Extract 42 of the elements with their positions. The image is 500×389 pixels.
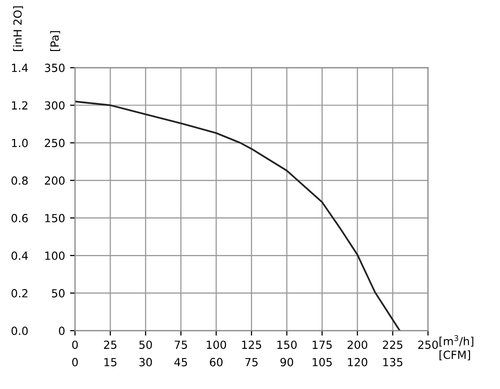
- x-axis-title: [m$^{3}$/h]: [440, 335, 474, 347]
- x2-tick-label: 30: [139, 358, 152, 366]
- x2-tick-label: 45: [174, 358, 187, 366]
- y-tick-label: 300: [44, 101, 65, 110]
- x-tick-label: 0: [72, 340, 78, 349]
- y-tick-label: 100: [45, 251, 65, 260]
- x2-tick-label: 15: [104, 358, 116, 366]
- x2-tick-label: 135: [383, 358, 402, 366]
- x-tick-label: 150: [277, 340, 297, 349]
- x-tick-label: 75: [174, 340, 187, 349]
- y-tick-label: 350: [44, 64, 65, 72]
- y2-tick-label: 1.0: [12, 138, 28, 148]
- y2-axis-title: [inH 2O]: [13, 6, 24, 51]
- x-tick-label: 100: [206, 340, 226, 349]
- y2-tick-label: 1.4: [12, 64, 28, 72]
- y2-tick-label: 1.2: [12, 101, 28, 110]
- x-tick-label: 225: [382, 340, 402, 349]
- y-axis-title: [Pa]: [50, 31, 60, 51]
- y-tick-label: 150: [45, 214, 65, 222]
- x-tick-label: 25: [104, 340, 116, 349]
- line-series: [75, 100, 401, 331]
- x2-tick-label: 120: [348, 358, 368, 366]
- x2-tick-label: 105: [312, 358, 332, 366]
- x-tick-label: 200: [348, 340, 368, 349]
- y-tick-label: 250: [44, 138, 65, 148]
- x-tick-label: 50: [139, 340, 152, 349]
- y2-tick-label: 0.2: [12, 289, 28, 298]
- y-tick-label: 0: [58, 326, 65, 336]
- x2-tick-label: 75: [245, 358, 258, 366]
- x-tick-label: 250: [418, 340, 438, 349]
- x-tick-label: 125: [242, 340, 262, 349]
- x2-tick-label: 0: [72, 358, 78, 366]
- y2-tick-label: 0.6: [12, 214, 28, 222]
- x2-axis-title: [CFM]: [440, 350, 470, 360]
- y2-tick-label: 0.8: [12, 176, 28, 185]
- y-tick-label: 50: [52, 289, 65, 298]
- y2-tick-label: 0.4: [12, 251, 28, 260]
- x2-tick-label: 60: [210, 358, 223, 366]
- y-tick-label: 200: [44, 176, 65, 185]
- y2-tick-label: 0.0: [12, 326, 28, 336]
- x-tick-label: 175: [312, 340, 332, 349]
- x2-tick-label: 90: [280, 358, 294, 366]
